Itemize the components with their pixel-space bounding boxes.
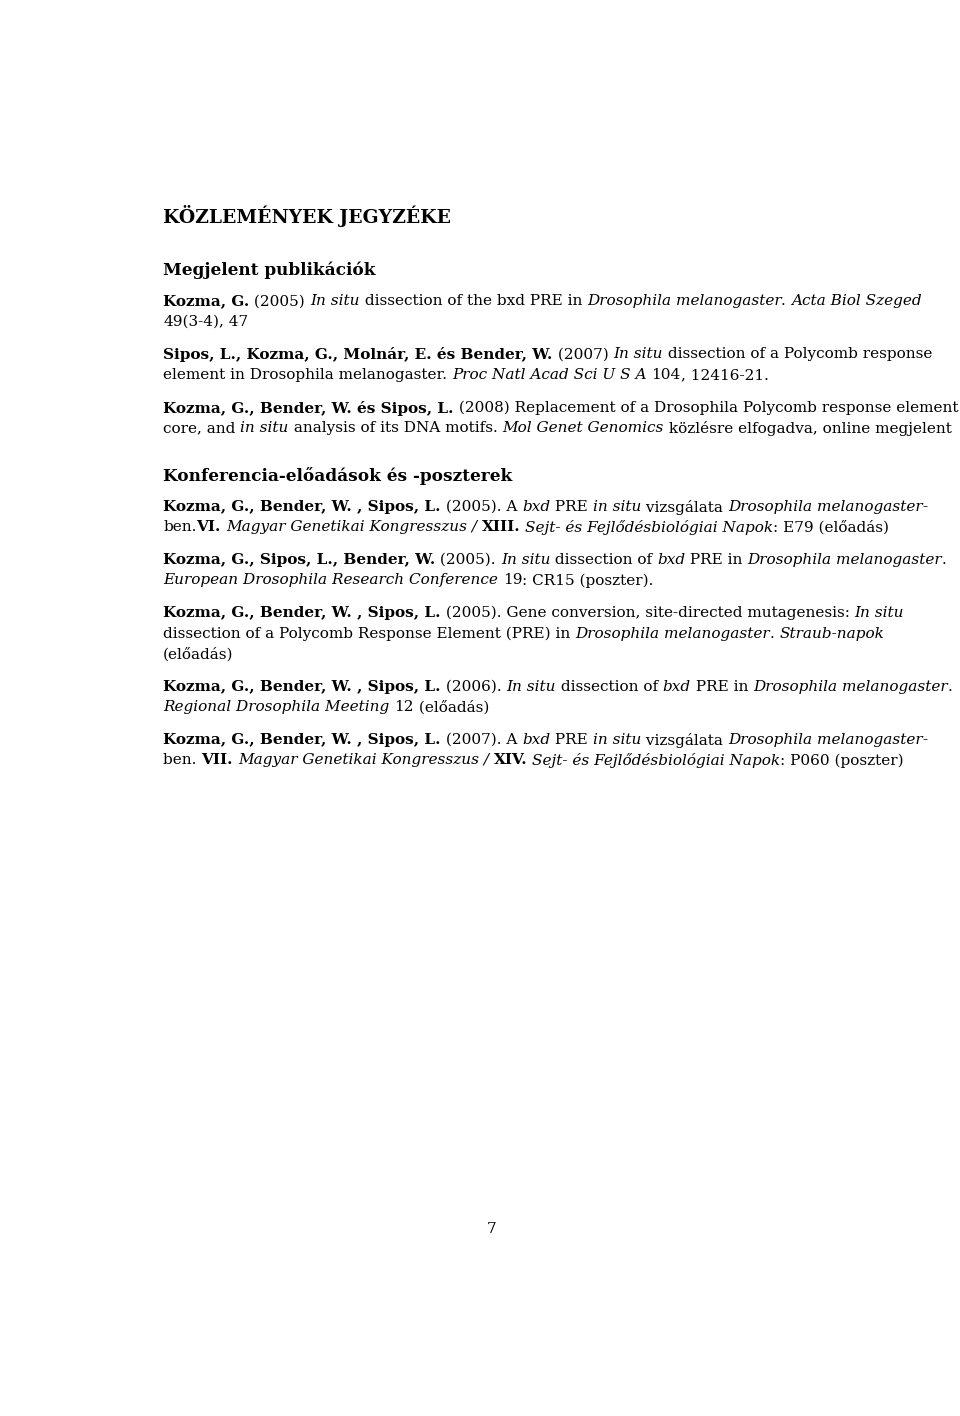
Text: PRE in: PRE in <box>691 680 753 694</box>
Text: ben.: ben. <box>163 753 202 767</box>
Text: Kozma, G., Bender, W. , Sipos, L.: Kozma, G., Bender, W. , Sipos, L. <box>163 500 441 514</box>
Text: PRE: PRE <box>550 733 592 748</box>
Text: Sejt- és Fejlődésbiológiai Napok: Sejt- és Fejlődésbiológiai Napok <box>525 520 773 535</box>
Text: PRE: PRE <box>550 500 592 514</box>
Text: In situ: In situ <box>501 552 550 566</box>
Text: 19: 19 <box>503 573 522 588</box>
Text: 12: 12 <box>395 701 414 714</box>
Text: (2005). A: (2005). A <box>441 500 522 514</box>
Text: Mol Genet Genomics: Mol Genet Genomics <box>502 421 663 435</box>
Text: (2005).: (2005). <box>436 552 501 566</box>
Text: Drosophila melanogaster: Drosophila melanogaster <box>587 295 781 309</box>
Text: XIII.: XIII. <box>482 520 520 534</box>
Text: : E79 (előadás): : E79 (előadás) <box>773 520 889 534</box>
Text: In situ: In situ <box>854 606 904 620</box>
Text: dissection of: dissection of <box>556 680 662 694</box>
Text: European Drosophila Research Conference: European Drosophila Research Conference <box>163 573 503 588</box>
Text: In situ: In situ <box>613 347 662 361</box>
Text: In situ: In situ <box>506 680 556 694</box>
Text: közlésre elfogadva, online megjelent: közlésre elfogadva, online megjelent <box>663 421 951 436</box>
Text: Kozma, G., Bender, W. és Sipos, L.: Kozma, G., Bender, W. és Sipos, L. <box>163 401 454 416</box>
Text: (2005): (2005) <box>250 295 310 309</box>
Text: : CR15 (poszter).: : CR15 (poszter). <box>522 573 654 588</box>
Text: Kozma, G., Bender, W. , Sipos, L.: Kozma, G., Bender, W. , Sipos, L. <box>163 606 441 620</box>
Text: Kozma, G., Sipos, L., Bender, W.: Kozma, G., Sipos, L., Bender, W. <box>163 552 436 566</box>
Text: dissection of a Polycomb Response Element (PRE) in: dissection of a Polycomb Response Elemen… <box>163 626 575 641</box>
Text: Acta Biol Szeged: Acta Biol Szeged <box>791 295 922 309</box>
Text: Sipos, L., Kozma, G., Molnár, E. és Bender, W.: Sipos, L., Kozma, G., Molnár, E. és Bend… <box>163 347 553 362</box>
Text: (2007): (2007) <box>553 347 613 361</box>
Text: (2005). Gene conversion, site-directed mutagenesis:: (2005). Gene conversion, site-directed m… <box>441 606 854 620</box>
Text: 49(3-4): 49(3-4) <box>163 314 219 329</box>
Text: PRE in: PRE in <box>685 552 748 566</box>
Text: Straub-napok: Straub-napok <box>780 626 884 640</box>
Text: VI.: VI. <box>197 520 221 534</box>
Text: (2008) Replacement of a Drosophila Polycomb response element: (2008) Replacement of a Drosophila Polyc… <box>454 401 958 415</box>
Text: in situ: in situ <box>240 421 289 435</box>
Text: .: . <box>948 680 957 694</box>
Text: Drosophila melanogaster: Drosophila melanogaster <box>748 552 943 566</box>
Text: Drosophila melanogaster: Drosophila melanogaster <box>575 626 770 640</box>
Text: vizsgálata: vizsgálata <box>641 500 728 514</box>
Text: (előadás): (előadás) <box>163 647 233 661</box>
Text: in situ: in situ <box>592 500 641 514</box>
Text: in situ: in situ <box>592 733 641 748</box>
Text: , 47: , 47 <box>219 314 249 329</box>
Text: KÖZLEMÉNYEK JEGYZÉKE: KÖZLEMÉNYEK JEGYZÉKE <box>163 205 451 227</box>
Text: 7: 7 <box>487 1222 497 1236</box>
Text: dissection of the bxd PRE in: dissection of the bxd PRE in <box>360 295 587 309</box>
Text: (2006).: (2006). <box>441 680 506 694</box>
Text: bxd: bxd <box>658 552 685 566</box>
Text: Sejt- és Fejlődésbiológiai Napok: Sejt- és Fejlődésbiológiai Napok <box>532 753 780 769</box>
Text: Kozma, G.: Kozma, G. <box>163 295 250 309</box>
Text: vizsgálata: vizsgálata <box>641 733 728 748</box>
Text: (előadás): (előadás) <box>414 701 490 715</box>
Text: XIV.: XIV. <box>493 753 527 767</box>
Text: Drosophila melanogaster: Drosophila melanogaster <box>728 733 923 748</box>
Text: -: - <box>923 500 927 514</box>
Text: Magyar Genetikai Kongresszus /: Magyar Genetikai Kongresszus / <box>226 520 482 534</box>
Text: Drosophila melanogaster: Drosophila melanogaster <box>753 680 948 694</box>
Text: -: - <box>923 733 927 748</box>
Text: core, and: core, and <box>163 421 240 435</box>
Text: Proc Natl Acad Sci U S A: Proc Natl Acad Sci U S A <box>452 368 652 382</box>
Text: Regional Drosophila Meeting: Regional Drosophila Meeting <box>163 701 395 714</box>
Text: Konferencia-előadások és -poszterek: Konferencia-előadások és -poszterek <box>163 467 513 484</box>
Text: Magyar Genetikai Kongresszus /: Magyar Genetikai Kongresszus / <box>238 753 493 767</box>
Text: (2007). A: (2007). A <box>441 733 522 748</box>
Text: : P060 (poszter): : P060 (poszter) <box>780 753 904 767</box>
Text: Megjelent publikációk: Megjelent publikációk <box>163 262 375 279</box>
Text: bxd: bxd <box>522 500 550 514</box>
Text: 104: 104 <box>652 368 681 382</box>
Text: .: . <box>770 626 780 640</box>
Text: .: . <box>943 552 952 566</box>
Text: dissection of a Polycomb response: dissection of a Polycomb response <box>662 347 932 361</box>
Text: In situ: In situ <box>310 295 360 309</box>
Text: bxd: bxd <box>522 733 550 748</box>
Text: element in Drosophila melanogaster.: element in Drosophila melanogaster. <box>163 368 452 382</box>
Text: , 12416-21.: , 12416-21. <box>681 368 769 382</box>
Text: Kozma, G., Bender, W. , Sipos, L.: Kozma, G., Bender, W. , Sipos, L. <box>163 733 441 748</box>
Text: analysis of its DNA motifs.: analysis of its DNA motifs. <box>289 421 502 435</box>
Text: .: . <box>781 295 791 309</box>
Text: dissection of: dissection of <box>550 552 658 566</box>
Text: Drosophila melanogaster: Drosophila melanogaster <box>728 500 923 514</box>
Text: bxd: bxd <box>662 680 691 694</box>
Text: ben.: ben. <box>163 520 197 534</box>
Text: Kozma, G., Bender, W. , Sipos, L.: Kozma, G., Bender, W. , Sipos, L. <box>163 680 441 694</box>
Text: VII.: VII. <box>202 753 233 767</box>
